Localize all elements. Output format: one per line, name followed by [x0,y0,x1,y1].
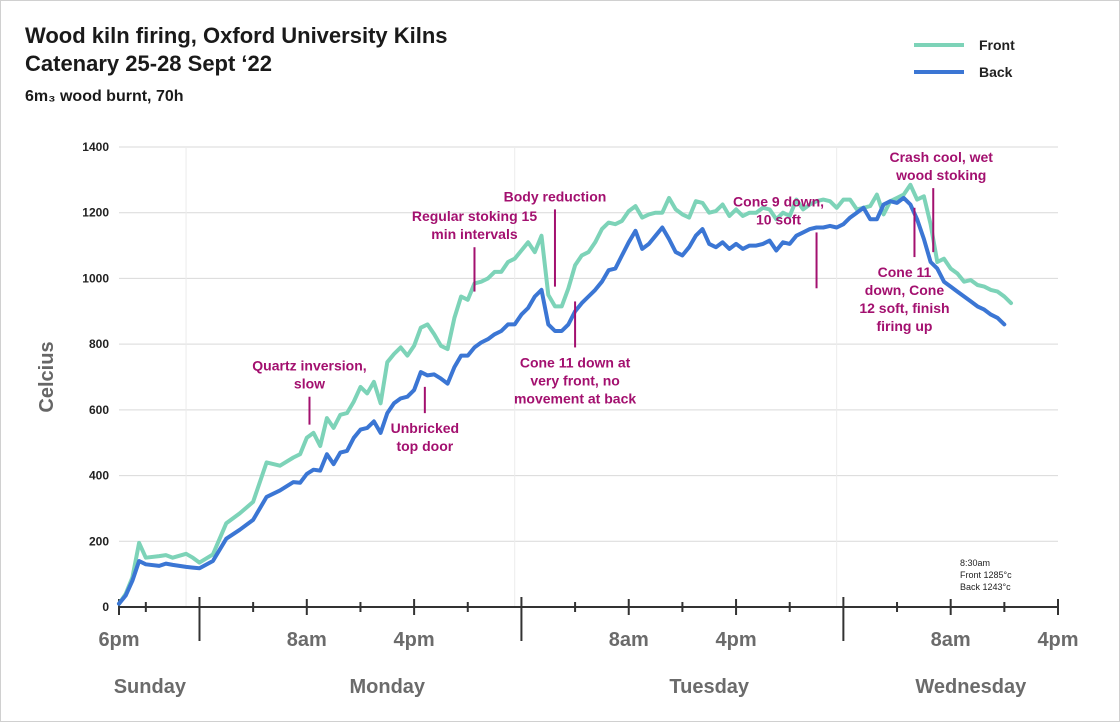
x-tick-label: 6pm [98,629,139,651]
annotation-line: slow [294,376,325,392]
annotation-line: movement at back [514,390,636,406]
legend-label-back: Back [979,64,1013,80]
x-tick-label: 4pm [394,629,435,651]
y-axis: 0 200 400 600 800 1000 1200 1400 Celcius [36,140,109,614]
annotation-line: Regular stoking 15 [412,208,537,224]
y-tick-label: 800 [89,337,109,351]
note: 8:30am Front 1285°c Back 1243°c [960,558,1012,592]
annotation-line: top door [396,438,453,454]
y-tick-label: 1400 [82,140,109,154]
title-line: Wood kiln firing, Oxford University Kiln… [25,23,448,48]
annotation-line: Body reduction [504,188,607,204]
note-line: Back 1243°c [960,582,1011,592]
annotations: Quartz inversion, slow Unbricked top door Re… [252,149,993,454]
day-label: Sunday [114,676,187,698]
annotation-label: Quartz inversion, slow [252,358,366,392]
chart-title: Wood kiln firing, Oxford University Kiln… [25,23,448,76]
annotation-label: Cone 11 down, Cone 12 soft, finish firing u… [859,264,949,334]
legend-label-front: Front [979,37,1015,53]
annotation-line: Crash cool, wet [890,149,994,165]
annotation-line: 10 soft [756,211,801,227]
y-tick-label: 1200 [82,206,109,220]
annotation-line: Unbricked [391,420,459,436]
x-tick-label: 8am [609,629,649,651]
annotation-line: Cone 9 down, [733,193,824,209]
annotation-label: Cone 9 down, 10 soft [733,193,824,227]
note-line: Front 1285°c [960,570,1012,580]
annotation-label: Crash cool, wet wood stoking [890,149,994,183]
subtitle-text: 6m₃ wood burnt, 70h [25,88,184,105]
x-tick-label: 4pm [715,629,756,651]
x-tick-label: 4pm [1037,629,1078,651]
annotation-line: wood stoking [895,167,986,183]
annotation-label: Cone 11 down at very front, no movement at… [514,354,636,406]
legend: Front Back [914,37,1015,80]
annotation-line: down, Cone [865,282,945,298]
day-label: Tuesday [669,676,750,698]
y-tick-label: 200 [89,534,109,548]
series-line-front [117,182,1013,606]
annotation-label: Body reduction [504,188,607,204]
series-line-back [117,195,1007,606]
x-axis: 6pm 8am 4pm 8am 4pm 8am 4pm Sunday Monday Tuesday… [98,597,1079,698]
day-label: Monday [350,676,426,698]
title-line: Catenary 25-28 Sept ‘22 [25,51,272,76]
gridlines [119,146,1058,607]
annotation-label: Unbricked top door [391,420,459,454]
y-tick-label: 0 [102,600,109,614]
annotation-line: Cone 11 [878,264,932,280]
y-tick-label: 400 [89,469,109,483]
chart-subtitle: 6m₃ wood burnt, 70h [25,88,184,105]
series [117,182,1013,606]
y-axis-label: Celcius [36,341,58,412]
x-tick-label: 8am [287,629,327,651]
annotation-label: Regular stoking 15 min intervals [412,208,537,242]
y-tick-label: 1000 [82,271,109,285]
annotation-line: min intervals [431,226,518,242]
y-tick-label: 600 [89,403,109,417]
annotation-line: firing up [876,318,932,334]
day-label: Wednesday [915,676,1027,698]
annotation-line: Quartz inversion, [252,358,366,374]
annotation-line: 12 soft, finish [859,300,949,316]
note-line: 8:30am [960,558,990,568]
annotation-line: Cone 11 down at [520,354,631,370]
annotation-line: very front, no [530,372,619,388]
x-tick-label: 8am [931,629,971,651]
